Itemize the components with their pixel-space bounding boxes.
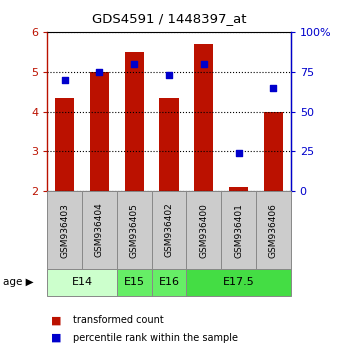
- Text: E16: E16: [159, 277, 179, 287]
- Text: percentile rank within the sample: percentile rank within the sample: [73, 333, 238, 343]
- Point: [201, 61, 207, 67]
- Bar: [117, 191, 152, 269]
- Bar: [117, 269, 152, 296]
- Point: [236, 150, 241, 156]
- Bar: [152, 269, 186, 296]
- Bar: [186, 269, 291, 296]
- Bar: [256, 191, 291, 269]
- Text: GSM936400: GSM936400: [199, 202, 208, 258]
- Bar: [264, 112, 283, 191]
- Bar: [152, 191, 186, 269]
- Text: E15: E15: [124, 277, 145, 287]
- Text: GSM936406: GSM936406: [269, 202, 278, 258]
- Point: [62, 77, 67, 82]
- Point: [97, 69, 102, 75]
- Point: [166, 72, 172, 78]
- Bar: [186, 191, 221, 269]
- Bar: [125, 52, 144, 191]
- Bar: [55, 98, 74, 191]
- Bar: [160, 98, 178, 191]
- Text: E14: E14: [72, 277, 93, 287]
- Bar: [82, 191, 117, 269]
- Bar: [90, 72, 109, 191]
- Text: age ▶: age ▶: [3, 277, 34, 287]
- Text: ■: ■: [51, 315, 61, 325]
- Text: E17.5: E17.5: [223, 277, 255, 287]
- Text: GSM936404: GSM936404: [95, 203, 104, 257]
- Point: [131, 61, 137, 67]
- Bar: [47, 191, 82, 269]
- Bar: [194, 44, 213, 191]
- Bar: [47, 269, 117, 296]
- Bar: [221, 191, 256, 269]
- Text: transformed count: transformed count: [73, 315, 163, 325]
- Text: GSM936402: GSM936402: [165, 203, 173, 257]
- Text: GDS4591 / 1448397_at: GDS4591 / 1448397_at: [92, 12, 246, 25]
- Text: GSM936403: GSM936403: [60, 202, 69, 258]
- Bar: [229, 187, 248, 191]
- Text: ■: ■: [51, 333, 61, 343]
- Point: [271, 85, 276, 91]
- Text: GSM936405: GSM936405: [130, 202, 139, 258]
- Text: GSM936401: GSM936401: [234, 202, 243, 258]
